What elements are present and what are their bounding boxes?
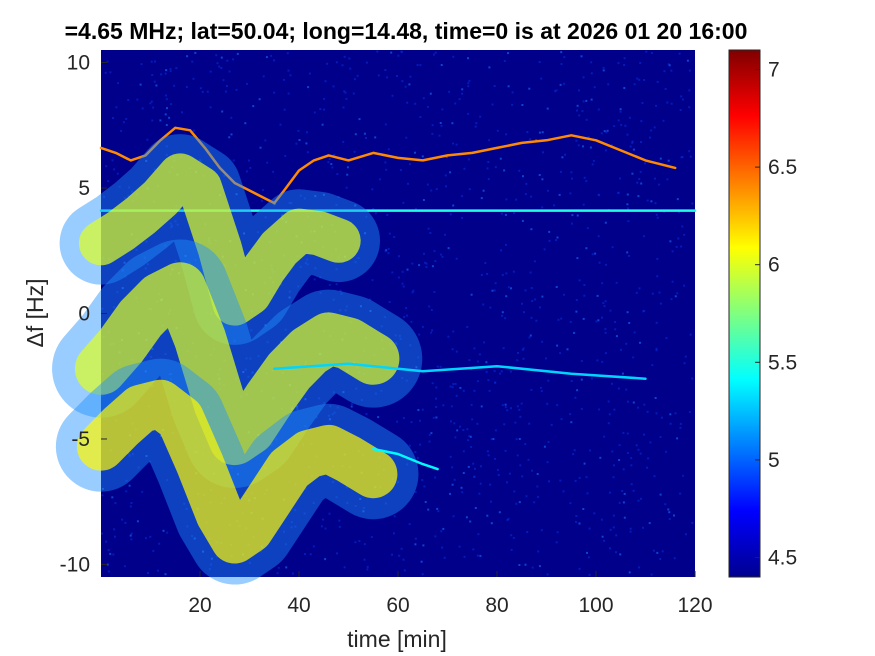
x-tick-label: 40: [287, 594, 310, 617]
signal-traces: [52, 126, 697, 585]
signal-band-3: [78, 153, 361, 326]
signal-trace-1: [99, 126, 677, 205]
y-axis-label: Δf [Hz]: [22, 278, 48, 347]
plot-area: [52, 50, 697, 585]
colorbar-tick-label: 6: [768, 254, 780, 277]
y-tick-label: -5: [71, 428, 90, 451]
colorbar-tick-label: 5: [768, 449, 780, 472]
x-tick-label: 20: [188, 594, 211, 617]
signal-band-5: [76, 379, 398, 564]
y-tick-label: 5: [78, 177, 90, 200]
x-tick-label: 100: [578, 594, 613, 617]
x-tick-label: 80: [485, 594, 508, 617]
signal-band-4: [74, 262, 400, 466]
y-tick-label: 10: [67, 52, 90, 75]
y-tick-label: -10: [60, 553, 90, 576]
y-tick-label: 0: [78, 303, 90, 326]
x-axis-label: time [min]: [347, 626, 447, 652]
x-axis: 20 40 60 80 100 120: [188, 571, 713, 617]
signal-trace-7: [372, 447, 439, 471]
chart-title: =4.65 MHz; lat=50.04; long=14.48, time=0…: [65, 18, 748, 44]
colorbar-gradient: [728, 49, 761, 578]
x-tick-label: 60: [386, 594, 409, 617]
colorbar-tick-label: 5.5: [768, 351, 797, 374]
colorbar-tick-label: 7: [768, 59, 780, 82]
colorbar-tick-label: 6.5: [768, 156, 797, 179]
colorbar-tick-label: 4.5: [768, 546, 797, 569]
signal-trace-6: [273, 362, 647, 380]
colorbar-ticks: 4.5 5 5.5 6 6.5 7: [755, 59, 797, 569]
colorbar: 4.5 5 5.5 6 6.5 7: [728, 49, 797, 578]
y-axis: -10 -5 0 5 10: [60, 52, 107, 576]
x-tick-label: 120: [677, 594, 712, 617]
